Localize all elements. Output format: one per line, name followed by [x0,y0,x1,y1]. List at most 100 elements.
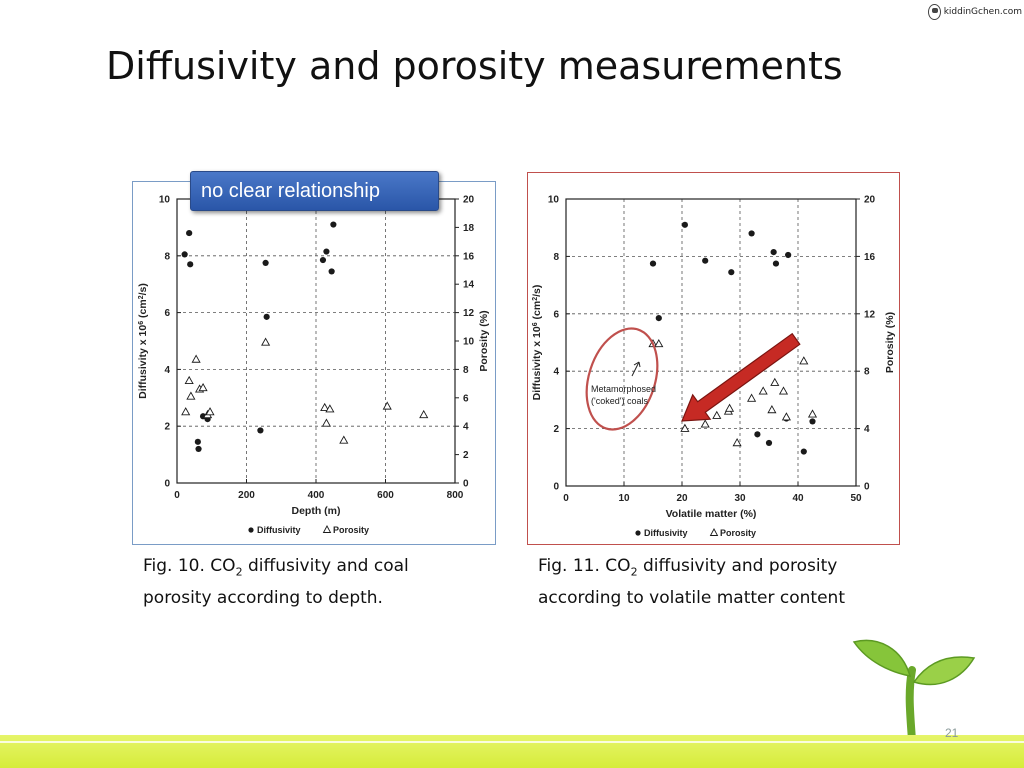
legend-diffusivity-marker [248,527,254,533]
porosity-point [198,382,208,392]
figure-10-caption: Fig. 10. CO2 diffusivity and coal porosi… [143,553,473,611]
diffusivity-point [748,230,755,237]
diffusivity-point [323,248,330,255]
y2-tick-label: 12 [864,309,876,320]
diffusivity-point [655,315,662,322]
diffusivity-point [263,313,270,320]
diffusivity-point [195,445,202,453]
porosity-point [181,407,191,416]
y2-axis-label: Porosity (%) [478,310,490,371]
x-tick-label: 10 [618,493,630,504]
porosity-point [770,377,780,386]
diffusivity-point [800,448,807,455]
porosity-point [261,337,271,346]
porosity-point [184,375,194,385]
y2-tick-label: 16 [463,251,475,262]
diffusivity-point [785,251,792,259]
y-tick-label: 2 [553,424,559,435]
sprout-icon [852,639,976,742]
porosity-point [799,356,809,365]
x-tick-label: 40 [792,493,804,504]
y2-tick-label: 16 [864,252,876,263]
x-axis-label: Volatile matter (%) [666,508,757,520]
porosity-point [325,404,335,413]
legend-porosity-label: Porosity [333,525,369,535]
legend-diffusivity-label: Diffusivity [644,528,688,538]
figure-11-caption: Fig. 11. CO2 diffusivity and porosity ac… [538,553,898,611]
caption2-prefix: Fig. 11. CO [538,556,631,576]
y-tick-label: 8 [553,252,559,263]
y-tick-label: 0 [553,482,559,493]
y-tick-label: 6 [164,308,170,319]
y-tick-label: 4 [553,367,559,378]
figure-10-box: 0 200 400 600 800 0 2 4 6 8 10 0 2 4 6 8 10 12 14 16 18 20 Dep… [132,181,496,545]
x-tick-label: 30 [734,493,746,504]
y-tick-label: 6 [553,309,559,320]
legend-porosity-label: Porosity [720,528,756,538]
diffusivity-point [649,260,657,267]
porosity-point [382,401,392,410]
y2-tick-label: 4 [463,422,469,433]
y2-tick-label: 20 [864,195,876,206]
porosity-point [205,407,215,416]
logo-icon [928,4,941,20]
y2-tick-label: 20 [463,195,475,206]
y2-axis-label: Porosity (%) [884,312,896,373]
legend-porosity-marker [322,525,332,533]
porosity-point [654,339,664,348]
y-tick-label: 10 [548,195,560,206]
porosity-point [186,391,196,400]
porosity-point [807,409,818,418]
y-tick-label: 0 [164,479,170,490]
y-axis-label: Diffusivity x 106 (cm2/s) [531,285,543,401]
plot-frame [565,198,857,487]
caption2-suffix: diffusivity and porosity [637,556,838,576]
x-tick-label: 20 [676,493,688,504]
porosity-point [747,393,757,402]
y2-tick-label: 8 [864,367,870,378]
y2-tick-label: 8 [463,365,469,376]
y2-tick-label: 18 [463,223,475,234]
diffusivity-point [765,439,773,447]
porosity-point [680,423,690,432]
logo-text: kiddinGchen.com [943,7,1022,17]
diffusivity-point [702,257,709,264]
porosity-point [767,405,777,414]
x-tick-label: 0 [563,493,569,504]
porosity-point [778,386,789,395]
diffusivity-point [681,221,688,228]
porosity-point [712,410,722,419]
y2-tick-label: 10 [463,337,475,348]
callout-box: no clear relationship [190,171,439,211]
diffusivity-point [330,221,337,228]
diffusivity-point [728,269,735,276]
y2-tick-label: 2 [463,450,469,461]
diffusivity-point [187,261,194,268]
porosity-point [700,419,710,428]
logo: kiddinGchen.com [928,2,1022,22]
x-tick-label: 50 [850,493,862,504]
y2-tick-label: 0 [463,479,469,490]
x-axis-label: Depth (m) [292,505,341,517]
porosity-point [191,354,201,363]
y-axis-label: Diffusivity x 106 (cm2/s) [137,283,149,399]
red-arrow-icon [681,332,801,422]
diffusivity-point [772,260,780,267]
x-tick-label: 600 [377,490,394,501]
legend-diffusivity-label: Diffusivity [257,525,301,535]
diffusivity-point [262,259,269,266]
annotation-pointer [631,361,640,377]
figure-11-box: 0 10 20 30 40 50 0 2 4 6 8 10 0 4 8 12 16 20 Volatile matt… [527,172,900,545]
annotation-line2: ('coked') coals [591,396,648,406]
diffusivity-point [809,418,816,425]
porosity-point [339,435,349,444]
porosity-point [419,409,429,419]
porosity-point [781,412,791,421]
porosity-point [320,402,330,411]
caption1-prefix: Fig. 10. CO [143,556,236,576]
y2-tick-label: 12 [463,308,475,319]
y2-tick-label: 0 [864,482,870,493]
coked-coals-ellipse [585,327,659,431]
porosity-point [321,418,331,427]
porosity-point [758,386,768,395]
